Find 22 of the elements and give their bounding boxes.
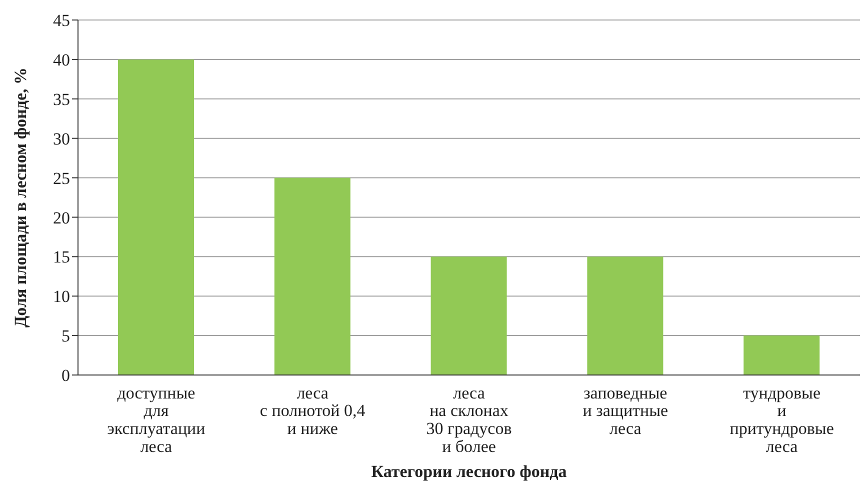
y-axis-title: Доля площади в лесном фонде, % bbox=[11, 67, 30, 328]
y-tick-label: 5 bbox=[62, 326, 70, 346]
y-tick-label: 40 bbox=[53, 50, 70, 70]
bar bbox=[587, 256, 664, 375]
y-tick-label: 30 bbox=[53, 129, 70, 148]
x-tick-label: леса на склонах 30 градусов и более bbox=[426, 383, 512, 456]
x-axis-title: Категории лесного фонда bbox=[371, 462, 568, 481]
y-tick-label: 25 bbox=[53, 168, 70, 188]
y-tick-label: 15 bbox=[53, 248, 70, 267]
x-tick-label: заповедные и защитные леса bbox=[582, 383, 668, 438]
bar bbox=[118, 59, 194, 375]
y-tick-label: 20 bbox=[53, 208, 70, 228]
y-tick-label: 10 bbox=[53, 287, 70, 306]
x-tick-label: леса с полнотой 0,4 и ниже bbox=[260, 383, 366, 438]
bar bbox=[274, 178, 350, 375]
bar bbox=[430, 256, 507, 375]
y-tick-label: 0 bbox=[62, 366, 70, 386]
y-tick-label: 45 bbox=[53, 11, 70, 30]
x-tick-label: доступные для эксплуатации леса bbox=[107, 383, 206, 456]
x-tick-label: тундровые и притундровые леса bbox=[730, 383, 834, 456]
bar bbox=[744, 336, 820, 375]
y-tick-label: 35 bbox=[53, 90, 70, 109]
